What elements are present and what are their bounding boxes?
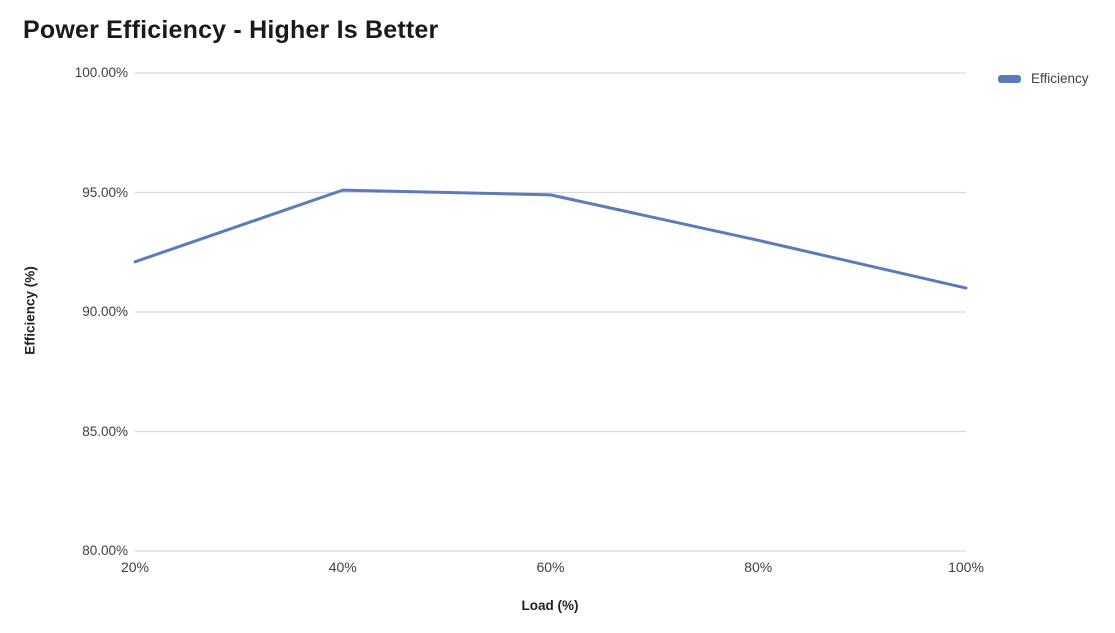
y-tick-label: 85.00% [82, 423, 128, 439]
y-tick-label: 80.00% [82, 543, 128, 558]
x-tick-label: 40% [328, 559, 357, 575]
legend-label-efficiency: Efficiency [1031, 71, 1089, 86]
legend-swatch-efficiency [998, 74, 1021, 83]
series-line-efficiency [133, 188, 968, 290]
x-tick-label: 100% [948, 559, 984, 575]
chart-title: Power Efficiency - Higher Is Better [23, 16, 439, 44]
x-tick-label: 20% [120, 559, 150, 575]
y-tick-label: 95.00% [82, 184, 128, 200]
legend: Efficiency [998, 71, 1089, 86]
x-axis-title: Load (%) [521, 598, 579, 613]
x-tick-label: 60% [536, 559, 565, 575]
y-tick-label: 90.00% [82, 304, 128, 319]
y-tick-label: 100.00% [74, 65, 128, 80]
x-tick-label: 80% [744, 559, 773, 575]
